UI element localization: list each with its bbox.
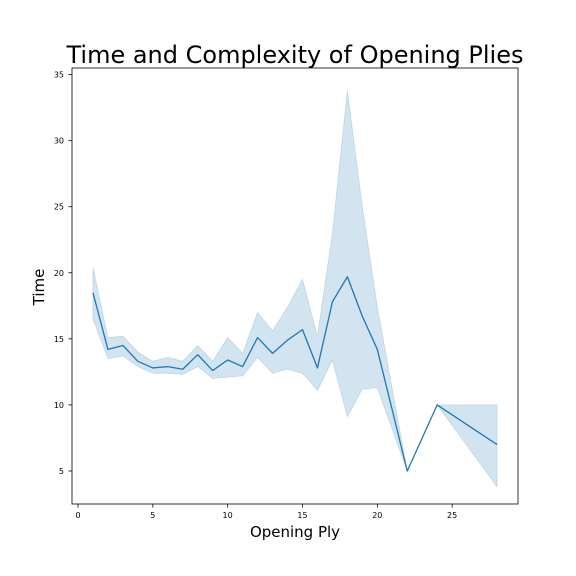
y-tick-label: 5 <box>59 467 64 476</box>
y-tick-label: 20 <box>54 269 64 278</box>
plot-area <box>92 90 498 489</box>
y-tick-label: 30 <box>54 137 64 146</box>
x-tick-label: 20 <box>372 511 382 520</box>
series-line <box>92 276 498 472</box>
confidence-band <box>92 90 498 489</box>
x-axis-label: Opening Ply <box>250 523 340 541</box>
x-tick-label: 25 <box>447 511 457 520</box>
x-axis: 0 5 10 15 20 25 <box>75 504 457 520</box>
chart-title: Time and Complexity of Opening Plies <box>65 41 523 69</box>
y-axis: 5 10 15 20 25 30 35 <box>54 71 72 476</box>
y-axis-label: Time <box>30 269 48 307</box>
x-tick-label: 15 <box>297 511 307 520</box>
x-tick-label: 5 <box>150 511 155 520</box>
y-tick-label: 35 <box>54 71 64 80</box>
plot-frame <box>71 67 519 505</box>
y-tick-label: 25 <box>54 203 64 212</box>
x-tick-label: 0 <box>75 511 80 520</box>
y-tick-label: 15 <box>54 335 64 344</box>
y-tick-label: 10 <box>54 401 64 410</box>
x-tick-label: 10 <box>223 511 233 520</box>
